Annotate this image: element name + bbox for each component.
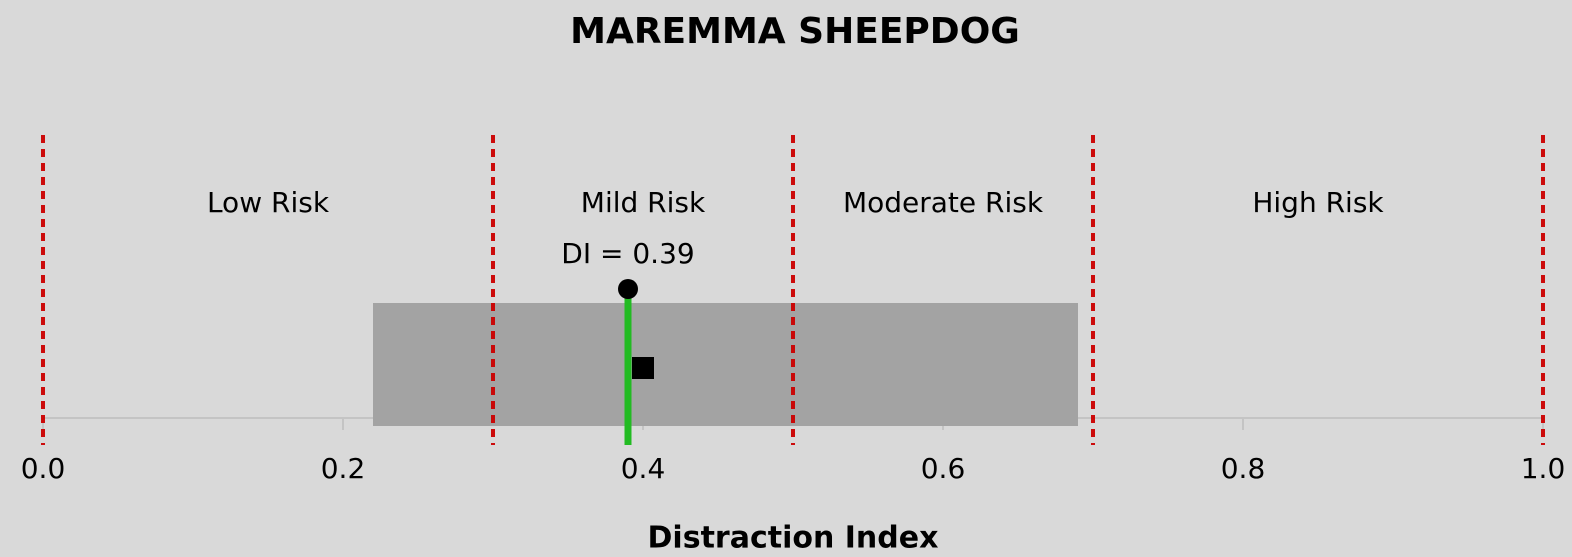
region-label: Moderate Risk	[843, 186, 1044, 219]
region-label: Low Risk	[207, 186, 330, 219]
x-tick-label: 1.0	[1521, 452, 1566, 485]
region-label: Mild Risk	[581, 186, 706, 219]
x-axis-label: Distraction Index	[648, 521, 939, 556]
x-tick-label: 0.2	[321, 452, 366, 485]
x-tick-label: 0.8	[1221, 452, 1266, 485]
range-band	[373, 303, 1078, 426]
x-tick-label: 0.0	[21, 452, 66, 485]
region-label: High Risk	[1252, 186, 1384, 219]
x-tick-label: 0.6	[921, 452, 966, 485]
x-tick-label: 0.4	[621, 452, 666, 485]
chart-title: MAREMMA SHEEPDOG	[570, 11, 1020, 52]
di-dot	[618, 279, 638, 299]
di-label: DI = 0.39	[561, 237, 694, 270]
marker	[632, 357, 654, 379]
